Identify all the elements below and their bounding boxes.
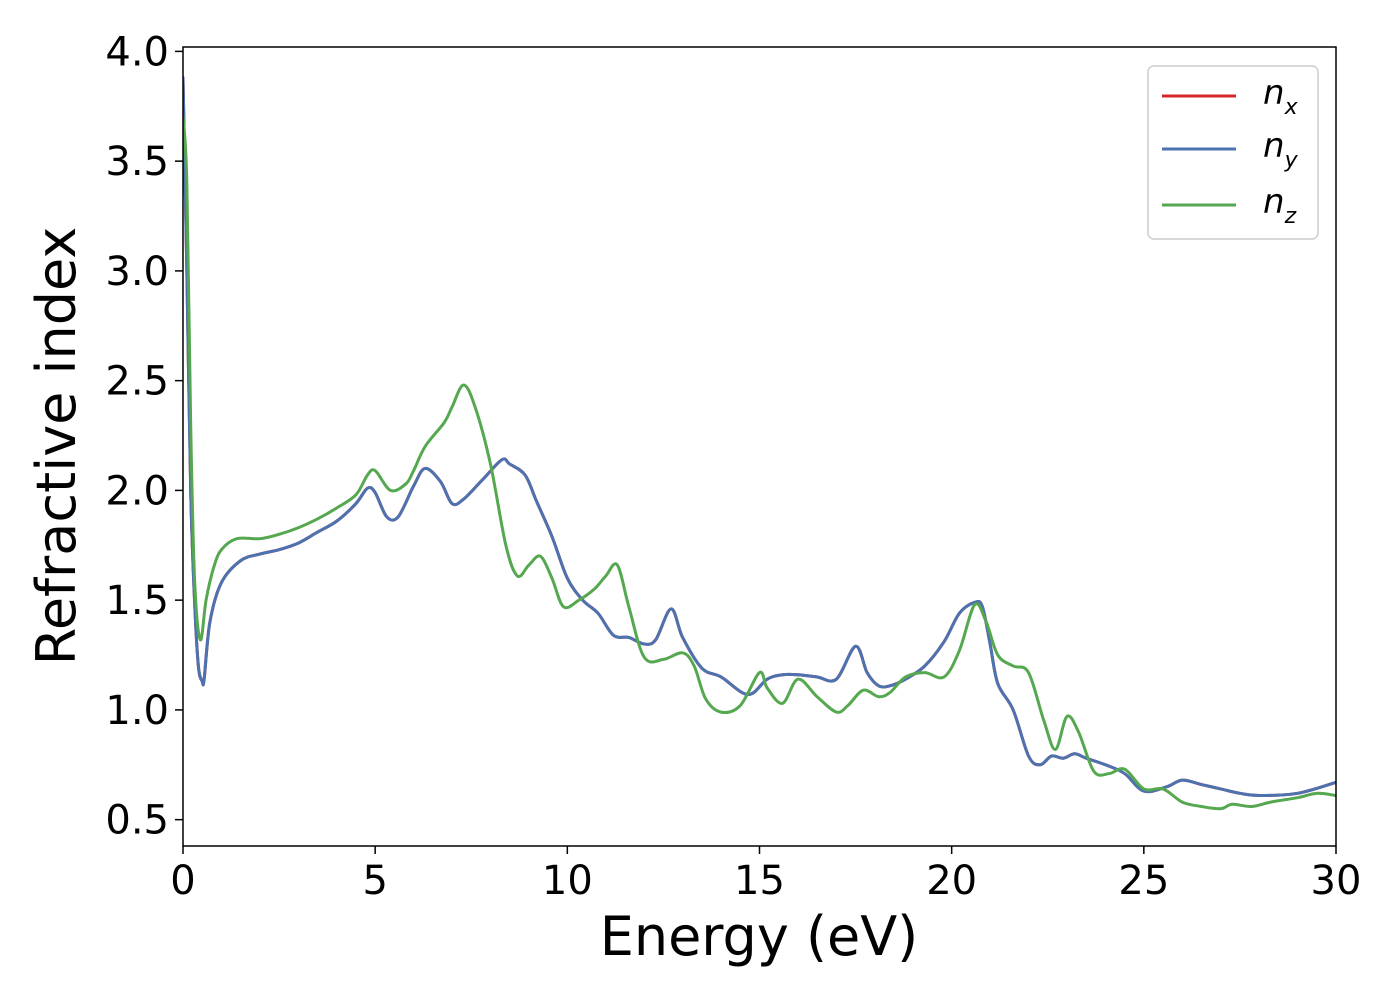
legend-entry-subscript: y	[1284, 148, 1299, 173]
legend-entry-symbol: n	[1263, 73, 1285, 113]
y-tick-label: 4.0	[105, 29, 169, 75]
y-tick-label: 3.0	[105, 249, 169, 295]
x-tick-label: 30	[1311, 858, 1362, 904]
x-tick-label: 10	[542, 858, 593, 904]
y-tick-label: 2.5	[105, 359, 169, 405]
x-tick-label: 25	[1118, 858, 1169, 904]
x-axis-label: Energy (eV)	[600, 905, 919, 968]
legend-entry-symbol: n	[1263, 126, 1285, 166]
series-line-nz	[183, 115, 1336, 811]
legend-entry-subscript: z	[1284, 204, 1297, 229]
plot-background	[183, 47, 1336, 846]
y-tick-label: 2.0	[105, 468, 169, 514]
y-tick-label: 3.5	[105, 139, 169, 185]
legend-entry-label: ny	[1263, 126, 1299, 173]
y-tick-label: 1.5	[105, 578, 169, 624]
y-tick-label: 0.5	[105, 798, 169, 844]
x-tick-label: 0	[170, 858, 195, 904]
legend-entry-symbol: n	[1263, 182, 1285, 222]
series-line-ny	[183, 76, 1336, 798]
legend-entry-label: nz	[1263, 182, 1297, 229]
series-layer	[183, 76, 1336, 811]
x-tick-label: 5	[362, 858, 387, 904]
x-tick-label: 20	[926, 858, 977, 904]
y-axis: 0.5 1.0 1.5 2.0 2.5 3.0 3.5 4.0	[105, 29, 183, 844]
legend-entry-label: nx	[1263, 73, 1299, 120]
x-axis: 0 5 10 15 20 25 30	[170, 846, 1361, 904]
legend-box	[1147, 65, 1319, 240]
x-tick-label: 15	[734, 858, 785, 904]
legend-entry-subscript: x	[1284, 95, 1299, 120]
y-axis-label: Refractive index	[25, 227, 88, 666]
y-tick-label: 1.0	[105, 688, 169, 734]
